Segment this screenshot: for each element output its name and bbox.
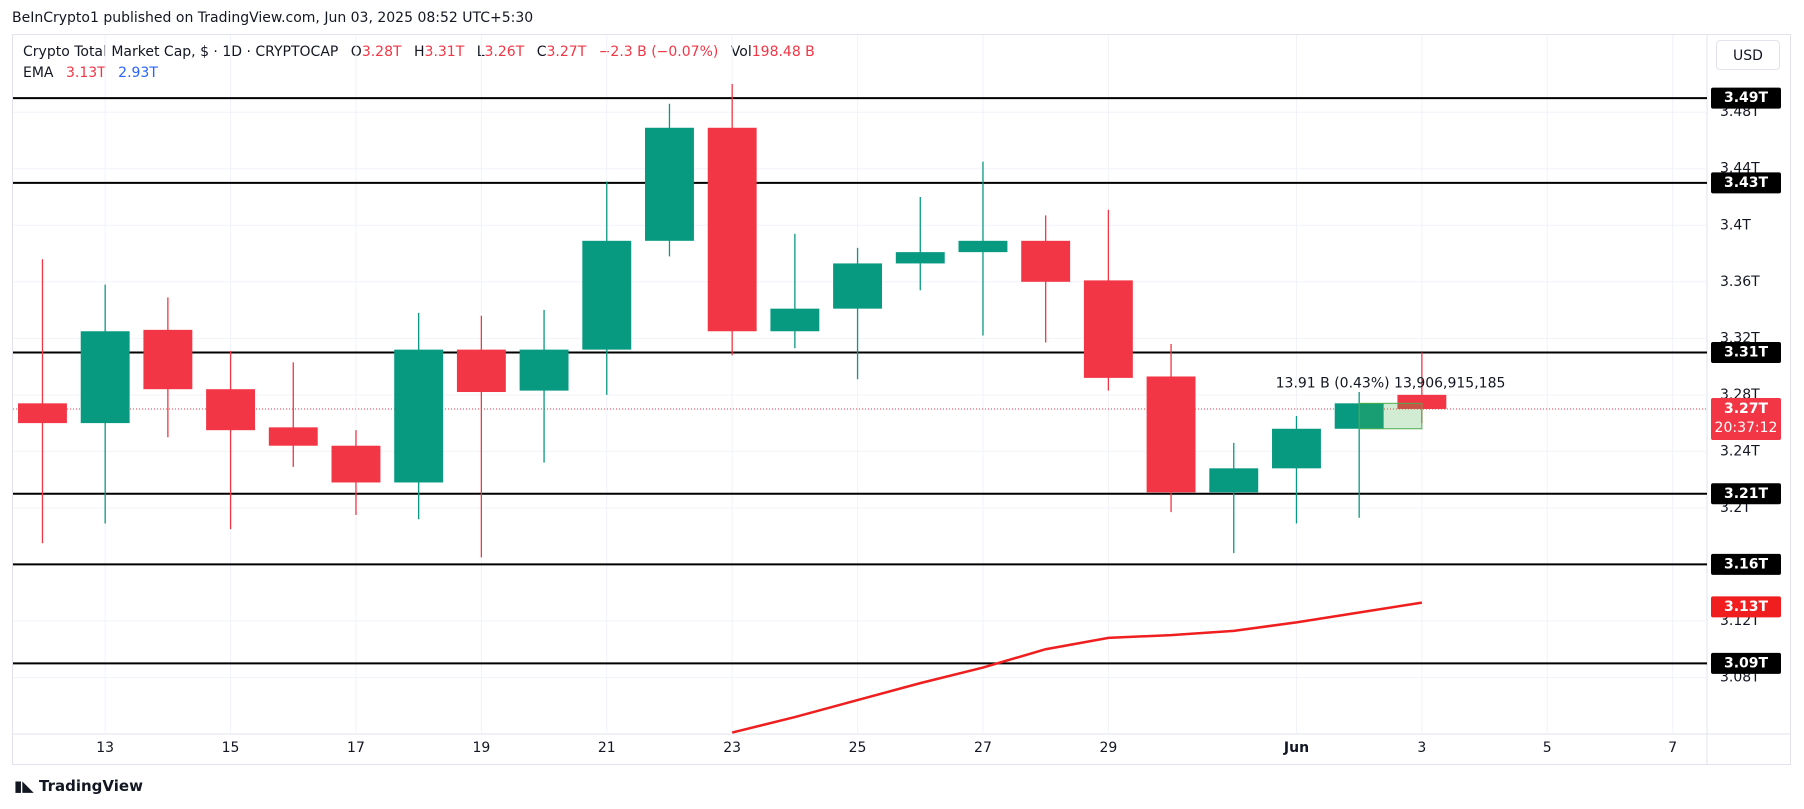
ema-price-label-bg	[1711, 596, 1781, 618]
x-tick-label: 25	[849, 740, 867, 756]
y-tick-label: 3.36T	[1720, 274, 1760, 290]
candle-body	[80, 331, 130, 424]
ema-line	[731, 601, 1423, 734]
currency-button[interactable]: USD	[1716, 40, 1780, 70]
candle-body	[707, 127, 757, 332]
level-label: 3.09T	[1724, 655, 1769, 671]
candle-body	[456, 349, 506, 393]
ema-price-label: 3.13T	[1724, 599, 1769, 615]
x-tick-label: 3	[1417, 740, 1426, 756]
c-label: C	[536, 44, 547, 60]
level-label-bg	[1711, 172, 1781, 194]
candle-body	[1083, 280, 1133, 378]
candle-body	[143, 329, 193, 390]
change: −2.3 B (−0.07%)	[598, 44, 719, 60]
h-value: 3.31T	[424, 44, 465, 60]
candle-body	[1397, 394, 1447, 409]
candle-body	[331, 445, 381, 483]
measure-label: 13.91 B (0.43%) 13,906,915,185	[1276, 375, 1506, 391]
o-value: 3.28T	[361, 44, 402, 60]
ema-value: 3.13T	[65, 65, 106, 81]
l-value: 3.26T	[484, 44, 525, 60]
candle-body	[958, 240, 1008, 253]
brand-name: TradingView	[39, 777, 143, 795]
candle-body	[1209, 468, 1259, 493]
ema-header: EMA 3.13T 2.93T	[23, 65, 158, 81]
level-label: 3.21T	[1724, 486, 1769, 502]
countdown-label: 20:37:12	[1715, 420, 1778, 436]
ema-value: 2.93T	[118, 65, 158, 81]
x-tick-label: 23	[723, 740, 741, 756]
x-tick-label: 27	[974, 740, 992, 756]
candle-body	[268, 427, 318, 446]
candle-body	[895, 252, 945, 264]
chart-frame	[12, 34, 1791, 765]
published-note: BeInCrypto1 published on TradingView.com…	[12, 10, 534, 26]
level-label-bg	[1711, 87, 1781, 109]
symbol-title: Crypto Total Market Cap, $ · 1D · CRYPTO…	[23, 44, 339, 60]
candle-body	[1272, 428, 1321, 469]
candle-body	[1146, 376, 1196, 493]
level-label: 3.16T	[1724, 556, 1769, 572]
candle-body	[206, 389, 256, 431]
h-label: H	[414, 44, 425, 60]
brand-mark: ▮◣	[14, 777, 40, 795]
brand-logo: ▮◣ TradingView	[14, 777, 143, 795]
level-label-bg	[1711, 553, 1781, 575]
candle-body	[770, 308, 820, 332]
x-tick-label: 19	[472, 740, 490, 756]
candle-body	[394, 349, 444, 483]
measure-box	[1358, 402, 1423, 430]
x-tick-label: Jun	[1283, 740, 1309, 756]
x-tick-label: 5	[1543, 740, 1552, 756]
c-value: 3.27T	[546, 44, 587, 60]
x-tick-label: 15	[222, 740, 240, 756]
current-price-bg	[1711, 397, 1781, 440]
candle-body	[833, 263, 883, 309]
x-tick-label: 29	[1099, 740, 1117, 756]
candle-body	[519, 349, 569, 391]
x-tick-label: 7	[1668, 740, 1677, 756]
candle-body	[645, 127, 694, 241]
candle-body	[18, 403, 67, 424]
level-label: 3.49T	[1724, 90, 1769, 106]
y-tick-label: 3.4T	[1720, 217, 1751, 233]
x-tick-label: 21	[598, 740, 616, 756]
x-tick-label: 17	[347, 740, 365, 756]
vol-value: 198.48 B	[751, 44, 815, 60]
level-label-bg	[1711, 483, 1781, 505]
candle-body	[582, 240, 632, 350]
current-price-label: 3.27T	[1724, 401, 1769, 417]
candle-body	[1021, 240, 1071, 282]
level-label-bg	[1711, 341, 1781, 363]
symbol-header: Crypto Total Market Cap, $ · 1D · CRYPTO…	[23, 44, 815, 60]
x-tick-label: 13	[96, 740, 114, 756]
level-label: 3.31T	[1724, 344, 1769, 360]
y-tick-label: 3.24T	[1720, 443, 1760, 459]
ema-label: EMA	[23, 65, 54, 81]
plot-area	[13, 35, 1707, 734]
vol-label: Vol	[730, 44, 752, 60]
level-label: 3.43T	[1724, 175, 1769, 191]
level-label-bg	[1711, 652, 1781, 674]
l-label: L	[476, 44, 485, 60]
